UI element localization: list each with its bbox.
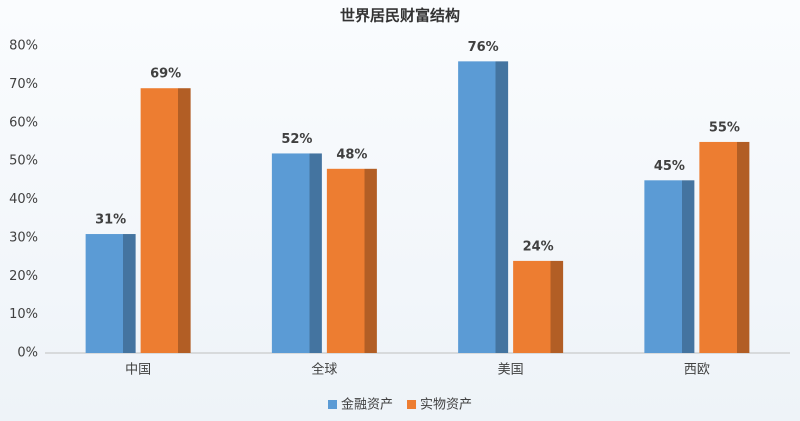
y-tick-label: 0% [17, 346, 38, 361]
value-label: 76% [468, 40, 499, 55]
bar [458, 61, 509, 353]
y-tick-label: 50% [9, 154, 38, 169]
chart-title: 世界居民财富结构 [340, 7, 460, 25]
y-tick-label: 80% [9, 39, 38, 54]
legend-label: 实物资产 [420, 398, 472, 413]
x-tick-label: 中国 [125, 363, 151, 378]
value-label: 24% [523, 239, 554, 254]
y-tick-label: 40% [9, 192, 38, 207]
value-label: 55% [709, 120, 740, 135]
bar [140, 88, 191, 354]
bar [699, 141, 750, 353]
legend-label: 金融资产 [341, 397, 393, 413]
x-tick-label: 西欧 [684, 363, 710, 378]
y-tick-label: 30% [9, 230, 38, 245]
bar [271, 153, 322, 353]
y-tick-label: 20% [9, 269, 38, 284]
value-label: 69% [150, 67, 181, 82]
bar [85, 234, 136, 353]
y-tick-label: 70% [9, 77, 38, 92]
value-label: 52% [281, 132, 312, 147]
legend-swatch [407, 400, 417, 409]
value-label: 31% [95, 213, 126, 228]
y-tick-label: 60% [9, 115, 38, 130]
bar [513, 260, 564, 353]
bar [326, 168, 377, 353]
value-label: 48% [336, 147, 367, 162]
x-tick-label: 全球 [311, 362, 337, 378]
bar [644, 180, 695, 353]
legend-swatch [328, 400, 337, 409]
x-tick-label: 美国 [498, 363, 524, 378]
y-tick-label: 10% [9, 307, 38, 322]
value-label: 45% [654, 159, 685, 174]
